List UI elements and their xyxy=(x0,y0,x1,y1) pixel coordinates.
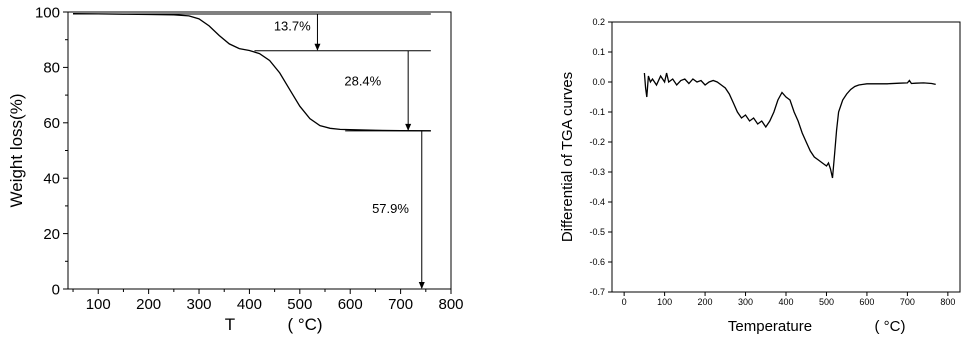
x-tick-label: 200 xyxy=(698,297,713,307)
y-tick-label: 0.2 xyxy=(592,17,605,27)
x-axis-label: Temperature xyxy=(728,318,812,335)
arrow-head xyxy=(314,43,321,51)
y-tick-label: 60 xyxy=(43,115,60,132)
y-tick-label: -0.1 xyxy=(589,107,605,117)
y-tick-label: 100 xyxy=(35,4,60,21)
y-tick-label: -0.7 xyxy=(589,287,605,297)
tga-weight-loss-chart: 100 200 300 400 500 600 700 800 0 20 40 60 80 100 T ( °… xyxy=(0,0,480,338)
plot-frame xyxy=(611,21,961,293)
x-tick-label: 600 xyxy=(338,296,363,313)
y-axis-label: Differential of TGA curves xyxy=(559,72,576,242)
arrow-head xyxy=(405,123,412,131)
x-tick-label: 100 xyxy=(657,297,672,307)
annotation-label: 28.4% xyxy=(344,73,381,88)
y-tick-label: -0.5 xyxy=(589,227,605,237)
y-tick-label: 80 xyxy=(43,60,60,77)
annotation-label: 57.9% xyxy=(372,201,409,216)
annotation-label: 13.7% xyxy=(274,19,311,34)
series-line xyxy=(72,13,431,132)
y-tick-label: -0.6 xyxy=(589,257,605,267)
x-tick-label: 400 xyxy=(237,296,262,313)
x-tick-label: 500 xyxy=(819,297,834,307)
y-tick-label: 20 xyxy=(43,226,60,243)
x-axis-label: T xyxy=(225,315,235,334)
x-tick-label: 300 xyxy=(187,296,212,313)
x-tick-label: 200 xyxy=(136,296,161,313)
y-tick-label: -0.3 xyxy=(589,167,605,177)
x-axis-unit: ( °C) xyxy=(875,318,906,335)
y-axis-label: Weight loss(%) xyxy=(7,94,26,208)
x-tick-label: 500 xyxy=(287,296,312,313)
y-tick-label: 0.1 xyxy=(592,47,605,57)
x-tick-label: 100 xyxy=(86,296,111,313)
x-tick-label: 400 xyxy=(778,297,793,307)
y-tick-label: -0.4 xyxy=(589,197,605,207)
arrow-head xyxy=(418,282,425,289)
dtg-derivative-chart: 0 100 200 300 400 500 600 700 800 -0.7 -0.6 -0.5 -0.… xyxy=(540,0,966,338)
x-tick-label: 700 xyxy=(900,297,915,307)
x-tick-label: 700 xyxy=(388,296,413,313)
x-tick-label: 600 xyxy=(859,297,874,307)
x-tick-label: 0 xyxy=(622,297,627,307)
y-tick-label: -0.2 xyxy=(589,137,605,147)
y-tick-label: 0.0 xyxy=(592,77,605,87)
x-axis-unit: ( °C) xyxy=(287,315,322,334)
dtg-chart-svg: 0 100 200 300 400 500 600 700 800 -0.7 -0.6 -0.5 -0.… xyxy=(559,17,961,335)
y-tick-label: 40 xyxy=(43,170,60,187)
x-tick-label: 800 xyxy=(438,296,463,313)
y-tick-label: 0 xyxy=(52,281,60,298)
series-line xyxy=(643,72,936,179)
tga-chart-svg: 100 200 300 400 500 600 700 800 0 20 40 60 80 100 T ( °… xyxy=(7,4,464,334)
x-tick-label: 300 xyxy=(738,297,753,307)
x-tick-label: 800 xyxy=(940,297,955,307)
